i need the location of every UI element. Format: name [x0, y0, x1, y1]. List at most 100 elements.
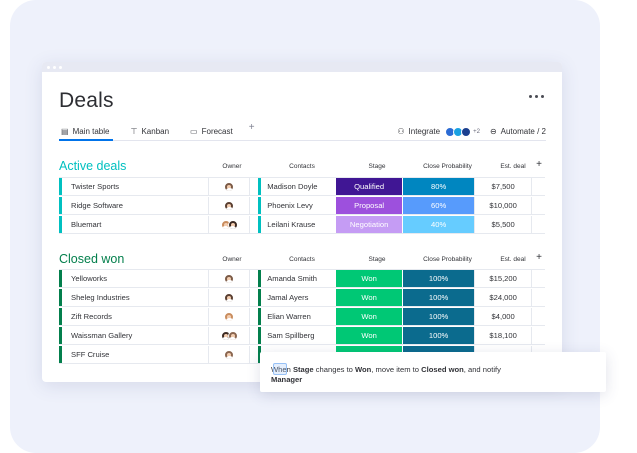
table-row[interactable]: Yelloworks Amanda Smith Won 100% $15,200 [59, 269, 545, 288]
table-row[interactable]: Zift Records Elian Warren Won 100% $4,000 [59, 307, 545, 326]
contact-cell[interactable]: Jamal Ayers [258, 289, 336, 306]
contact-name[interactable]: Sam Spillberg [267, 331, 315, 340]
estimate-cell[interactable]: $7,500 [475, 178, 533, 195]
tab-kanban[interactable]: ⊤ Kanban [128, 123, 171, 140]
stage-status-cell[interactable]: Won [336, 289, 404, 306]
owner-cell[interactable] [209, 308, 251, 325]
recipe-notify: Manager [271, 375, 303, 384]
estimate-cell[interactable]: $24,000 [475, 289, 533, 306]
table-row[interactable]: Sheleg Industries Jamal Ayers Won 100% $24,0… [59, 288, 545, 307]
probability-cell[interactable]: 40% [403, 216, 476, 233]
stage-status-cell[interactable]: Won [336, 308, 404, 325]
contact-name[interactable]: Jamal Ayers [267, 293, 309, 302]
contact-name[interactable]: Amanda Smith [267, 274, 317, 283]
item-name[interactable]: Twister Sports [71, 182, 120, 191]
contact-name[interactable]: Leilani Krause [267, 220, 316, 229]
item-name[interactable]: Zift Records [71, 312, 112, 321]
item-name[interactable]: Waissman Gallery [71, 331, 133, 340]
contact-cell[interactable] [258, 346, 336, 363]
integration-logos: +2 [445, 126, 480, 137]
item-name-cell[interactable]: Sheleg Industries [59, 289, 209, 306]
stage-status-cell[interactable]: Won [336, 270, 404, 287]
estimate-cell[interactable]: $5,500 [475, 216, 533, 233]
stage-status-cell[interactable]: Won [336, 327, 404, 344]
tab-label: Kanban [141, 127, 170, 136]
add-column-icon[interactable]: + [536, 159, 542, 170]
contact-name[interactable]: Elian Warren [267, 312, 311, 321]
group-header-active-deals: Active deals Owner Contacts Stage Close … [59, 158, 545, 174]
contact-cell[interactable]: Leilani Krause [258, 216, 336, 233]
owner-cell[interactable] [209, 197, 251, 214]
probability-cell[interactable]: 100% [403, 270, 476, 287]
board-title: Deals [59, 89, 114, 112]
item-name-cell[interactable]: Ridge Software [59, 197, 209, 214]
column-header-probability[interactable]: Close Probability [423, 256, 472, 263]
probability-cell[interactable]: 100% [403, 289, 476, 306]
stage-status-cell[interactable]: Proposal [336, 197, 404, 214]
owner-cell[interactable] [209, 178, 251, 195]
tab-main-table[interactable]: ▤ Main table [59, 123, 114, 141]
column-header-contacts[interactable]: Contacts [289, 163, 315, 170]
stage-status-cell[interactable]: Qualified [336, 178, 404, 195]
item-name-cell[interactable]: Twister Sports [59, 178, 209, 195]
avatar [227, 330, 238, 341]
table-row[interactable]: Bluemart Leilani Krause Negotiation 40% $5,5… [59, 215, 545, 234]
estimate-cell[interactable]: $10,000 [475, 197, 533, 214]
column-header-owner[interactable]: Owner [222, 163, 242, 170]
contact-cell[interactable]: Sam Spillberg [258, 327, 336, 344]
item-name-cell[interactable]: Waissman Gallery [59, 327, 209, 344]
contact-name[interactable]: Phoenix Levy [267, 201, 313, 210]
automate-label: Automate / 2 [500, 127, 546, 136]
probability-cell[interactable]: 80% [403, 178, 476, 195]
stage-label: Won [361, 312, 377, 321]
board-window: Deals ▤ Main table ⊤ Kanban ▭ Forecast +… [42, 62, 562, 382]
owner-cell[interactable] [209, 270, 251, 287]
column-header-estimate[interactable]: Est. deal [500, 163, 526, 170]
owner-cell[interactable] [209, 289, 251, 306]
owner-cell[interactable] [209, 346, 251, 363]
estimate-cell[interactable]: $15,200 [475, 270, 533, 287]
column-header-contacts[interactable]: Contacts [289, 256, 315, 263]
probability-cell[interactable]: 100% [403, 308, 476, 325]
group-title[interactable]: Active deals [59, 159, 127, 173]
cell-gap [250, 308, 258, 325]
add-view-icon[interactable]: + [248, 122, 255, 133]
automate-button[interactable]: ⊖ Automate / 2 [490, 127, 546, 136]
item-name[interactable]: Ridge Software [71, 201, 123, 210]
table-row[interactable]: Waissman Gallery Sam Spillberg Won 100% $18,… [59, 326, 545, 345]
contact-cell[interactable]: Phoenix Levy [258, 197, 336, 214]
contact-name[interactable]: Madison Doyle [267, 182, 318, 191]
group-title[interactable]: Closed won [59, 252, 125, 266]
owner-cell[interactable] [209, 327, 251, 344]
estimate-cell[interactable]: $18,100 [475, 327, 533, 344]
more-menu-icon[interactable] [529, 95, 544, 98]
contact-cell[interactable]: Madison Doyle [258, 178, 336, 195]
item-name[interactable]: Yelloworks [71, 274, 108, 283]
column-header-owner[interactable]: Owner [222, 256, 242, 263]
contact-cell[interactable]: Elian Warren [258, 308, 336, 325]
column-header-estimate[interactable]: Est. deal [500, 256, 526, 263]
item-name-cell[interactable]: Bluemart [59, 216, 209, 233]
tab-forecast[interactable]: ▭ Forecast [188, 123, 235, 140]
item-name-cell[interactable]: Yelloworks [59, 270, 209, 287]
item-name-cell[interactable]: Zift Records [59, 308, 209, 325]
probability-cell[interactable]: 100% [403, 327, 476, 344]
item-name[interactable]: SFF Cruise [71, 350, 110, 359]
owner-cell[interactable] [209, 216, 251, 233]
stage-status-cell[interactable]: Negotiation [336, 216, 404, 233]
column-header-stage[interactable]: Stage [368, 163, 386, 170]
probability-cell[interactable]: 60% [403, 197, 476, 214]
add-column-icon[interactable]: + [536, 252, 542, 263]
column-header-probability[interactable]: Close Probability [423, 163, 472, 170]
integrate-button[interactable]: ⚇ Integrate +2 [397, 126, 480, 137]
item-name[interactable]: Bluemart [71, 220, 102, 229]
estimate-cell[interactable]: $4,000 [475, 308, 533, 325]
table-row[interactable]: Ridge Software Phoenix Levy Proposal 60% $10… [59, 196, 545, 215]
automation-recipe[interactable]: When Stage changes to Won, move item to … [260, 352, 606, 392]
owner-avatars [224, 349, 235, 360]
item-name-cell[interactable]: SFF Cruise [59, 346, 209, 363]
table-row[interactable]: Twister Sports Madison Doyle Qualified 80% $… [59, 177, 545, 196]
column-header-stage[interactable]: Stage [368, 256, 386, 263]
contact-cell[interactable]: Amanda Smith [258, 270, 336, 287]
item-name[interactable]: Sheleg Industries [71, 293, 130, 302]
